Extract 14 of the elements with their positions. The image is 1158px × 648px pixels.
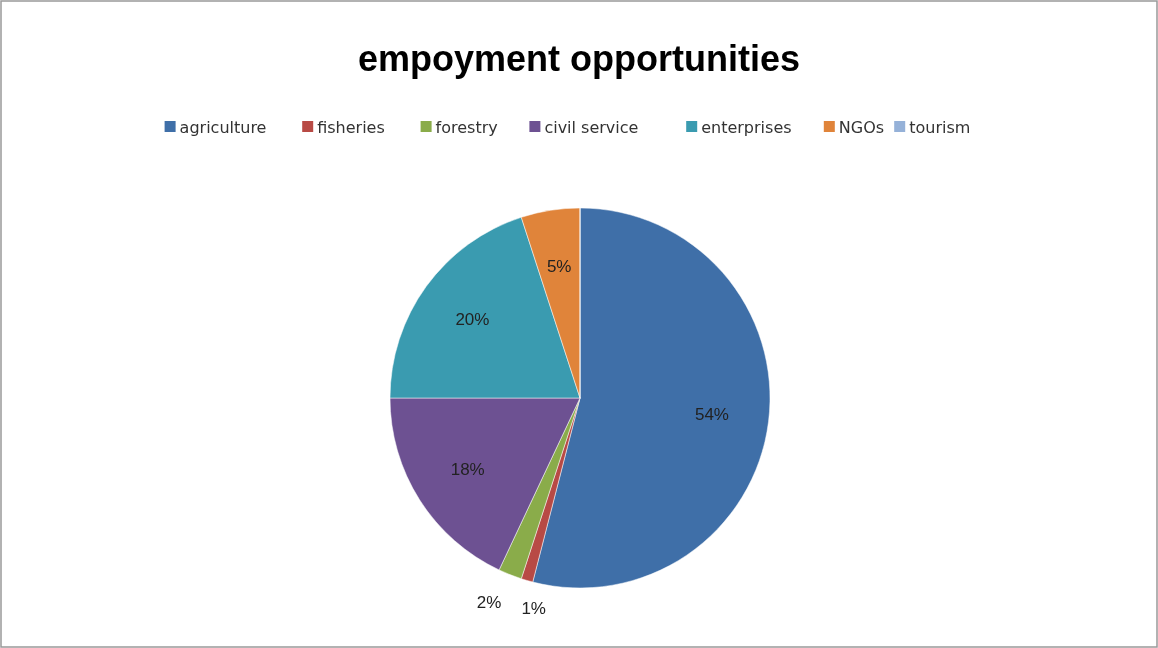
data-label: 18% — [450, 459, 485, 479]
data-label: 5% — [546, 257, 572, 277]
data-label: 54% — [694, 405, 729, 425]
legend-label: forestry — [435, 117, 498, 137]
data-label: 2% — [476, 592, 502, 612]
legend-label: NGOs — [838, 117, 885, 137]
legend-label: agriculture — [179, 117, 267, 137]
legend-label: tourism — [909, 117, 971, 137]
chart-title: empoyment opportunities — [357, 37, 801, 79]
legend-label: civil service — [544, 117, 639, 137]
legend-label: enterprises — [701, 117, 792, 137]
legend-label: fisheries — [317, 117, 385, 137]
data-label: 1% — [521, 599, 546, 619]
data-label: 20% — [455, 310, 490, 330]
